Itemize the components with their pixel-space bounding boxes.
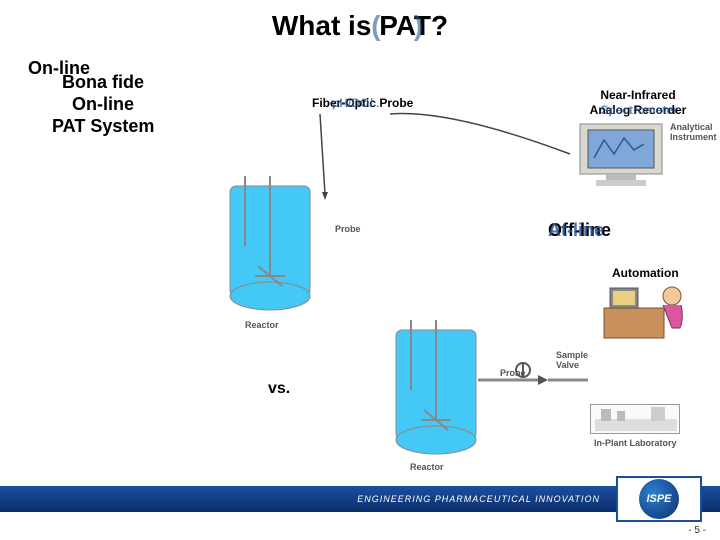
lab-box <box>590 404 680 434</box>
reactor-left <box>210 176 330 326</box>
bona-3: PAT System <box>52 116 154 137</box>
lab-label: In-Plant Laboratory <box>594 438 677 448</box>
bona-1: Bona fide <box>62 72 144 93</box>
paren-close: ) <box>414 10 423 42</box>
vs-label: vs. <box>268 380 290 398</box>
person-icon <box>600 278 700 348</box>
sample-valve-label: Sample Valve <box>556 350 602 370</box>
bona-2: On-line <box>72 94 134 115</box>
ispe-logo: ISPE <box>639 479 679 519</box>
probe-arrow <box>300 104 580 214</box>
footer-text: ENGINEERING PHARMACEUTICAL INNOVATION <box>357 494 600 504</box>
atline-label: At-line <box>548 220 604 241</box>
probe-label-left: Probe <box>335 224 361 234</box>
paren-open: ( <box>371 10 380 42</box>
ispe-badge: ISPE <box>616 476 702 522</box>
analytical-label: Analytical Instrument <box>670 122 720 142</box>
monitor-icon <box>576 120 666 190</box>
title-mid: PAT <box>379 10 431 41</box>
nir-2: Spectrometer <box>584 103 694 119</box>
title-text-1: What is <box>272 10 379 41</box>
page-number: - 5 - <box>688 525 706 536</box>
reactor-label-right: Reactor <box>410 462 444 472</box>
title-q: ? <box>431 10 448 41</box>
slide-title: What is (PAT)? <box>0 10 720 42</box>
footer-bar: ENGINEERING PHARMACEUTICAL INNOVATION <box>0 486 720 512</box>
nir-1: Near-Infrared <box>568 88 708 104</box>
reactor-label-left: Reactor <box>245 320 279 330</box>
